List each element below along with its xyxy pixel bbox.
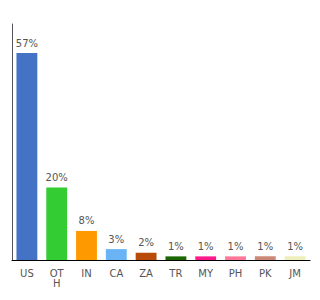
svg-text:MY: MY — [198, 268, 214, 279]
svg-text:8%: 8% — [79, 215, 95, 226]
svg-text:20%: 20% — [46, 172, 68, 183]
svg-text:CA: CA — [109, 268, 123, 279]
svg-text:3%: 3% — [108, 234, 124, 245]
svg-text:1%: 1% — [257, 241, 273, 252]
svg-text:US: US — [20, 268, 34, 279]
svg-text:ZA: ZA — [139, 268, 153, 279]
svg-text:IN: IN — [81, 268, 91, 279]
svg-text:2%: 2% — [138, 237, 154, 248]
svg-text:JM: JM — [288, 268, 301, 279]
svg-text:OT: OT — [49, 267, 64, 279]
svg-text:1%: 1% — [168, 241, 184, 252]
svg-text:1%: 1% — [198, 241, 214, 252]
svg-text:1%: 1% — [228, 241, 244, 252]
svg-text:1%: 1% — [287, 241, 303, 252]
svg-text:57%: 57% — [16, 38, 38, 49]
svg-text:PH: PH — [229, 268, 243, 279]
svg-text:PK: PK — [259, 268, 272, 279]
svg-text:TR: TR — [168, 268, 182, 279]
svg-text:H: H — [53, 278, 61, 289]
